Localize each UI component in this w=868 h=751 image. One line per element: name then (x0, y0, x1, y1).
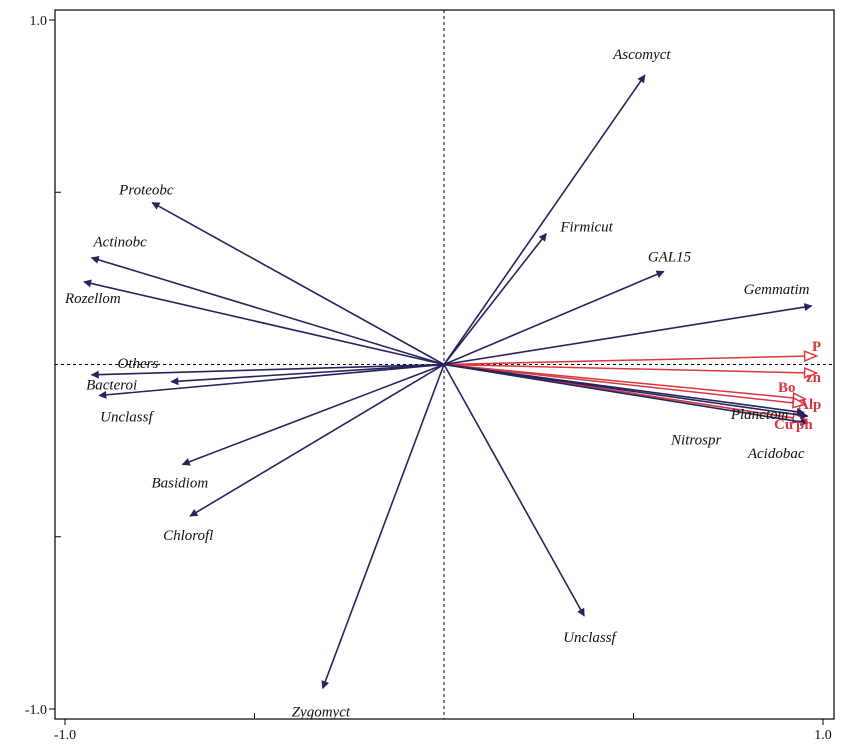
species-label-bacteroi: Bacteroi (86, 378, 137, 394)
species-arrow-basidiom (181, 363, 445, 466)
species-label-unclassf: Unclassf (563, 630, 617, 646)
species-arrow-gemmatim (443, 303, 813, 366)
species-label-others: Others (118, 356, 159, 372)
env-arrow-bo (443, 363, 808, 404)
species-label-gal15: GAL15 (648, 249, 692, 265)
species-label-zygomyct: Zygomyct (292, 704, 351, 720)
species-label-ascomyct: Ascomyct (612, 47, 671, 63)
species-label-rozellom: Rozellom (64, 291, 121, 307)
y-tick-label: -1.0 (25, 703, 47, 718)
species-label-planctom: Planctom (730, 407, 789, 423)
axis-ticks: 1.0 -1.0 -1.0 1.0 (25, 14, 832, 743)
species-label-proteobc: Proteobc (118, 183, 174, 199)
y-tick-label: 1.0 (30, 14, 48, 29)
species-label-firmicut: Firmicut (559, 220, 613, 236)
x-tick-label: -1.0 (54, 728, 76, 743)
species-arrow-gal15 (443, 270, 665, 366)
species-label-unclassf: Unclassf (100, 410, 154, 426)
species-arrow-chlorofl (189, 363, 445, 517)
species-arrow-unclassf (443, 364, 585, 617)
species-arrow-proteobc (151, 201, 445, 366)
env-label-ph: ph (796, 417, 813, 433)
env-arrow-alp (443, 363, 808, 409)
x-tick-label: 1.0 (814, 728, 832, 743)
species-label-acidobac: Acidobac (747, 446, 805, 462)
env-arrow-p (443, 350, 819, 366)
species-arrows (83, 74, 813, 690)
species-label-nitrospr: Nitrospr (670, 433, 721, 449)
species-arrow-zygomyct (321, 364, 445, 690)
species-arrow-actinobc (90, 255, 445, 366)
env-label-zn: zn (806, 370, 822, 386)
species-arrow-unclassf (98, 363, 445, 399)
species-arrow-nitrospr (443, 363, 805, 416)
env-label-cu: Cu (774, 417, 793, 433)
species-arrow-firmicut (443, 232, 547, 365)
species-label-basidiom: Basidiom (151, 475, 208, 491)
env-label-alp: Alp (798, 397, 821, 413)
environment-arrows (443, 350, 819, 424)
arrow-labels: Ascomyct Firmicut GAL15 Gemmatim Planctom Nit… (64, 47, 822, 720)
env-label-p: P (812, 339, 821, 355)
species-arrow-rozellom (83, 279, 445, 366)
species-arrow-bacteroi (170, 363, 445, 386)
species-arrow-ascomyct (443, 74, 646, 365)
species-arrow-acidobac (443, 363, 809, 426)
env-arrow-zn (443, 363, 819, 379)
species-label-gemmatim: Gemmatim (744, 282, 810, 298)
species-arrow-others (90, 363, 445, 379)
species-label-actinobc: Actinobc (93, 235, 148, 251)
species-label-chlorofl: Chlorofl (163, 528, 213, 544)
env-label-bo: Bo (778, 380, 796, 396)
